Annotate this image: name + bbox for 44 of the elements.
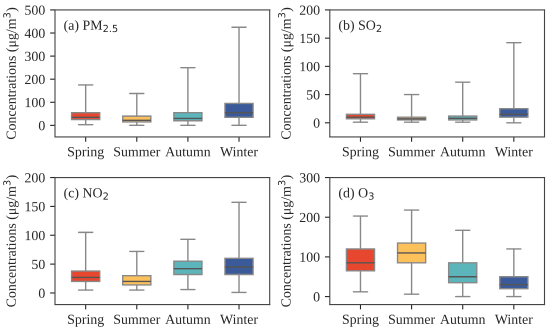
y-tick-label: 0 [314,292,320,302]
y-tick-label: 300 [25,52,45,62]
x-tick-label: Summer [114,147,160,156]
y-tick-label: 200 [300,212,320,222]
text: (a) PM$_{2.5}$ [64,20,118,33]
y-axis-title: Concentrations (μg/m$^{3}$) [278,8,294,140]
x-tick-label: Winter [494,314,533,324]
y-tick-label: 50 [32,260,45,270]
y-tick-label: 100 [300,62,320,72]
y-tick-label: 0 [38,288,45,298]
y-tick-label: 0 [38,120,45,130]
x-tick-label: Winter [494,147,533,156]
y-tick-label: 0 [314,118,320,128]
text: (c) NO$_{2}$ [64,188,108,200]
y-tick-label: 100 [26,98,45,108]
x-tick-label: Autumn [440,147,486,156]
x-tick-label: Winter [220,314,258,324]
x-tick-label: Summer [388,314,436,324]
y-tick-label: 400 [24,28,45,38]
text: (b) SO$_{2}$ [339,20,382,33]
y-axis-title: Concentrations (μg/m$^{3}$) [3,175,19,307]
x-tick-label: Spring [342,314,379,327]
x-tick-label: Autumn [165,147,210,156]
y-tick-label: 200 [25,173,45,182]
y-tick-label: 500 [25,6,45,15]
y-tick-label: 50 [307,90,320,100]
y-axis-title: Concentrations (μg/m$^{3}$) [278,175,294,307]
y-tick-label: 200 [300,6,320,15]
x-tick-label: Autumn [165,314,210,324]
y-axis-title: Concentrations (μg/m$^{3}$) [3,8,19,140]
y-tick-label: 150 [300,34,320,44]
text: (d) O$_{3}$ [339,188,374,200]
x-tick-label: Autumn [440,314,486,324]
y-tick-label: 100 [26,230,45,240]
x-tick-label: Spring [342,147,379,160]
y-tick-label: 200 [25,74,45,84]
y-tick-label: 300 [300,173,320,182]
y-tick-label: 150 [26,202,45,212]
x-tick-label: Summer [114,314,160,324]
x-tick-label: Summer [388,147,436,156]
x-tick-label: Winter [220,147,258,156]
x-tick-label: Spring [68,147,104,160]
x-tick-label: Spring [68,314,104,327]
y-tick-label: 100 [300,252,320,262]
